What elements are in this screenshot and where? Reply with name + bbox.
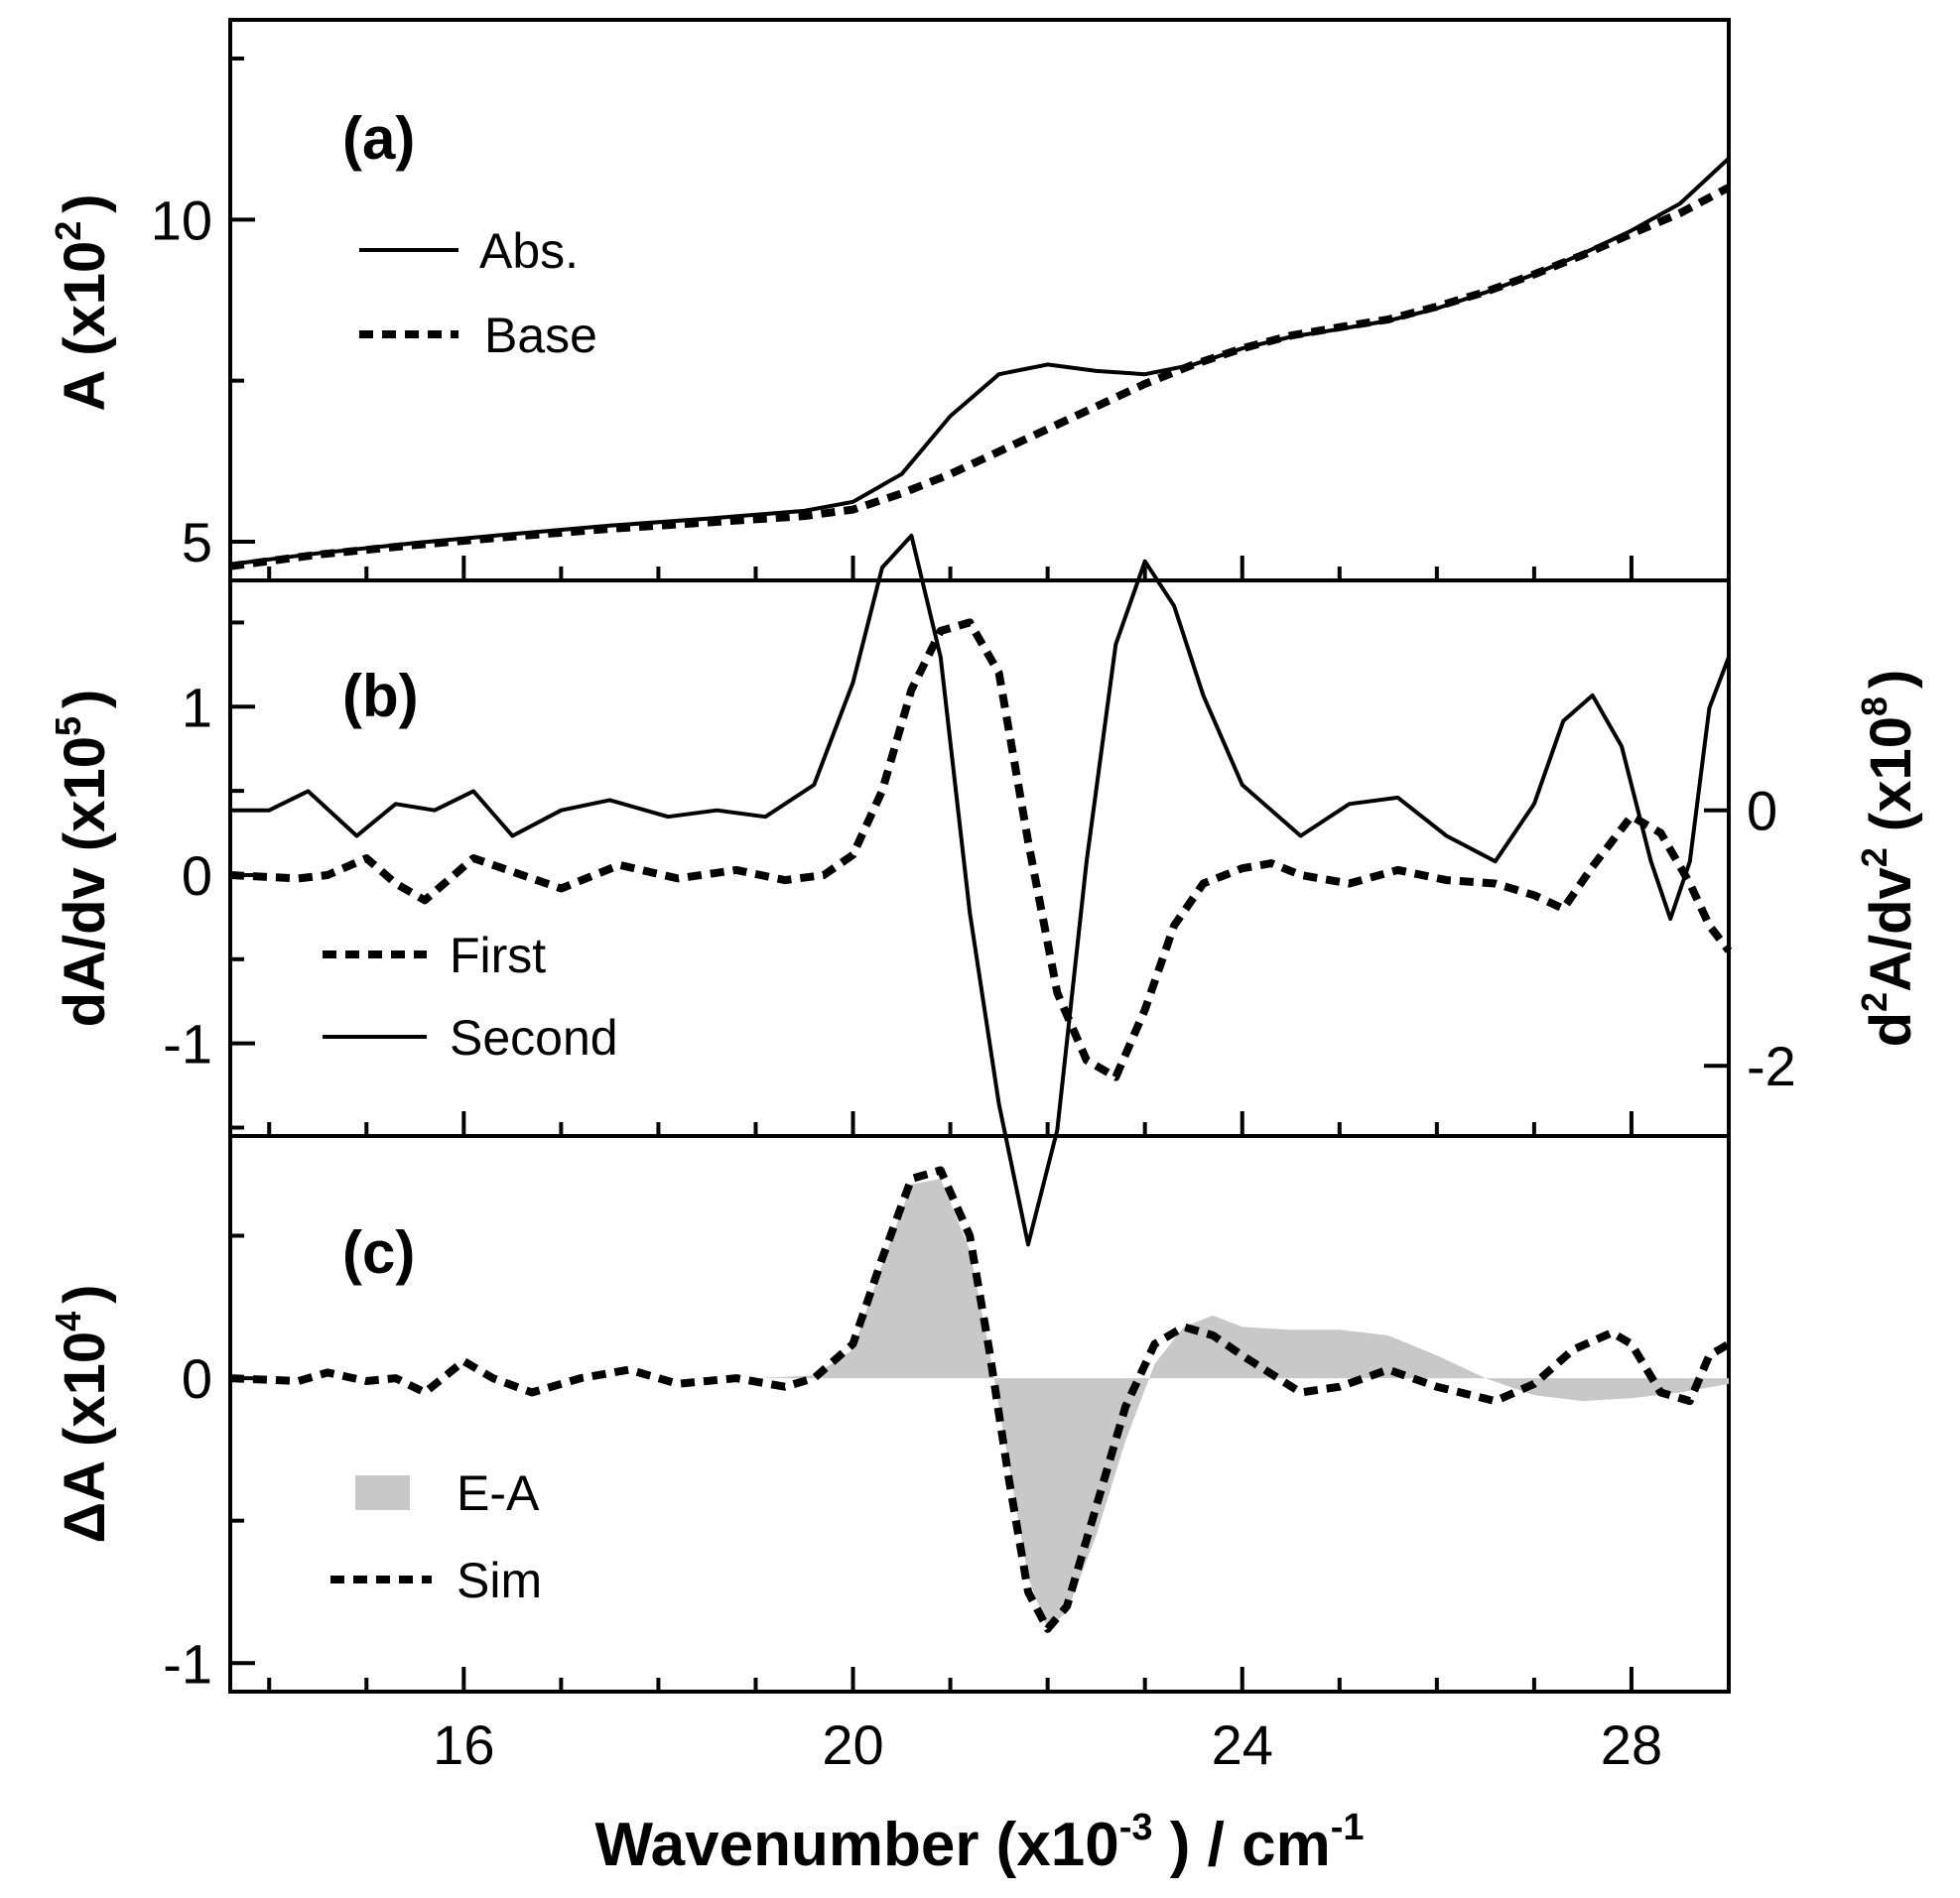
line-layer <box>229 157 1733 1633</box>
x-axis-title: Wavenumber (x10-3 ) / cm-1 <box>594 1807 1364 1879</box>
y-tick-label-3: -1 <box>163 1632 212 1695</box>
y-tick-label-2: 1 <box>182 676 212 738</box>
series-line-abs <box>229 157 1731 567</box>
panel-b-label: (b) <box>342 663 419 729</box>
y-axis-title-c: ΔA (x104) <box>48 1285 117 1544</box>
fill-layer <box>230 1179 1729 1629</box>
legend-label-base: Base <box>484 308 597 363</box>
y-tick-label-1: 5 <box>182 511 212 573</box>
y2-title-prefix: d <box>1859 1012 1923 1047</box>
y-axis-title-b-close: ) <box>53 690 117 708</box>
y-axis-title-a-main: A (x10 <box>53 241 117 412</box>
y-tick-label-3: 0 <box>182 1347 212 1410</box>
series-line-sim <box>229 1166 1732 1633</box>
panel-a-frame <box>228 18 1731 582</box>
y2-tick-label: -2 <box>1747 1035 1796 1097</box>
legend-label-second: Second <box>450 1010 618 1066</box>
series-line-second <box>230 533 1731 1247</box>
y-axis-title-b: dA/dv (x105) <box>48 690 117 1028</box>
y2-title-mid: A/dv <box>1859 867 1923 992</box>
y2-tick-label: 0 <box>1747 780 1777 842</box>
series-line-base <box>229 184 1731 570</box>
y-tick-label-2: 0 <box>182 844 212 907</box>
legend-label-sim: Sim <box>457 1553 542 1608</box>
x-axis-title-main: Wavenumber (x10 <box>594 1811 1118 1879</box>
legend-label-ea: E-A <box>457 1465 540 1521</box>
y2-title-close: ) <box>1859 670 1923 689</box>
y-axis-title-a: A (x102) <box>48 193 117 411</box>
panel-a-label: (a) <box>342 105 415 172</box>
y-axis-title-c-close: ) <box>53 1285 117 1304</box>
y2-title-exp1: 2 <box>1854 992 1895 1012</box>
x-axis-title-exp: -3 <box>1119 1807 1153 1848</box>
x-axis-title-mid: ) / cm <box>1153 1811 1331 1879</box>
legend-swatch-ea <box>355 1475 410 1510</box>
y-axis-title-c-main: ΔA (x10 <box>53 1331 117 1544</box>
y-axis-title-a-close: ) <box>53 193 117 212</box>
panel-c-label: (c) <box>342 1219 415 1286</box>
y2-title-exp2: 2 <box>1854 847 1895 867</box>
y-axis-title-b-main: dA/dv (x10 <box>53 736 117 1027</box>
y2-title-tail: (x10 <box>1859 716 1923 847</box>
tick-layer: 5 10 -1 0 1 -2 0 -1 0 16 20 24 28 <box>151 56 1796 1776</box>
y-axis-title-b-exp: 5 <box>48 716 88 736</box>
legend-label-first: First <box>450 928 546 983</box>
legend-label-abs: Abs. <box>479 223 579 279</box>
x-tick-label: 16 <box>433 1713 494 1776</box>
series-area-e-a <box>230 1179 1729 1629</box>
y-axis-title-c-exp: 4 <box>48 1312 88 1331</box>
x-tick-label: 24 <box>1212 1713 1273 1776</box>
x-axis-title-exp2: -1 <box>1331 1807 1365 1848</box>
series-line-first <box>229 618 1733 1081</box>
x-tick-label: 20 <box>822 1713 883 1776</box>
panel-c-frame <box>228 1134 1731 1694</box>
y-axis-title-a-exp: 2 <box>48 221 88 241</box>
y-tick-label-2: -1 <box>163 1013 212 1076</box>
y-tick-label-1: 10 <box>151 189 212 251</box>
y2-title-exp3: 8 <box>1854 696 1895 716</box>
y2-axis-title-b: d2A/dv2 (x108) <box>1854 670 1923 1048</box>
x-tick-label: 28 <box>1601 1713 1662 1776</box>
